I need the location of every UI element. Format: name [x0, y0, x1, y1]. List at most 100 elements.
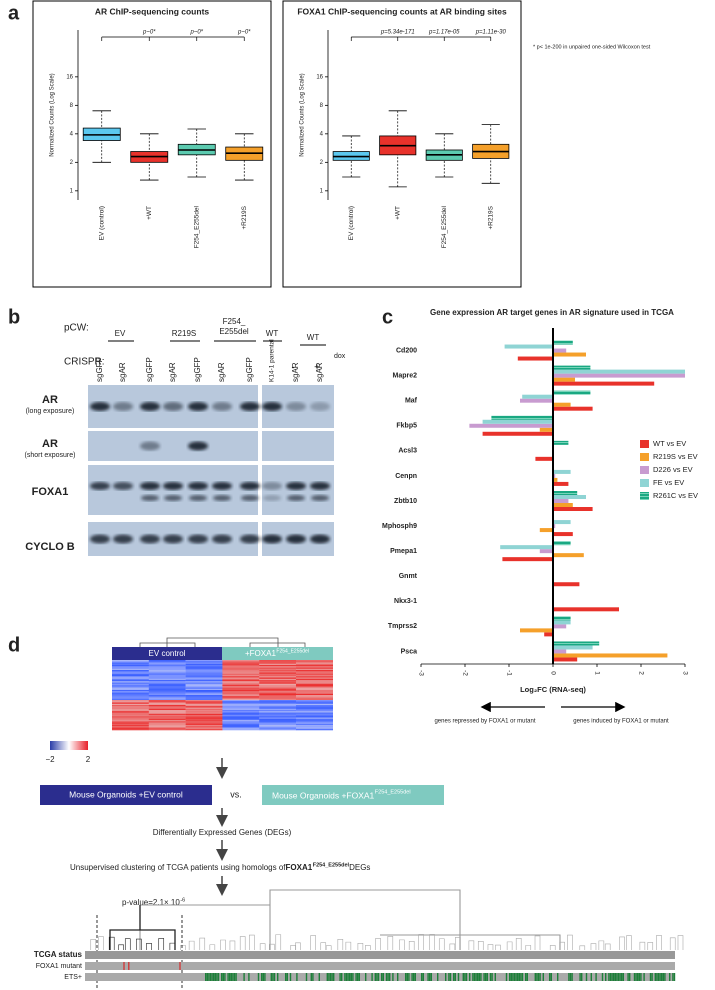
heat-cell — [222, 687, 260, 690]
bar — [553, 645, 593, 650]
heat-cell — [296, 712, 333, 715]
blot — [262, 431, 334, 461]
ets-mark — [494, 973, 496, 981]
band — [311, 495, 329, 501]
heat-cell — [259, 721, 297, 723]
band — [90, 534, 110, 544]
bar — [553, 495, 586, 499]
ets-mark — [526, 973, 528, 981]
heat-cell — [222, 692, 260, 695]
heat-cell — [296, 720, 333, 722]
bar — [520, 398, 553, 403]
p-value: p-value=2.1× 10 — [122, 898, 180, 907]
lane-label: sgGFP — [193, 357, 202, 382]
ets-mark — [483, 973, 485, 981]
heat-cell — [112, 663, 149, 666]
heat-cell — [112, 670, 149, 672]
ets-mark — [457, 973, 460, 981]
legend-label: R219S vs EV — [653, 452, 698, 461]
tree-leaf — [118, 944, 124, 950]
group-label-superscript: F254_E255del — [276, 648, 309, 654]
heat-cell — [148, 672, 186, 675]
legend-label: R261C vs EV — [653, 491, 698, 500]
tree-leaf — [598, 940, 605, 950]
heat-cell — [222, 718, 260, 721]
x-tick-label: +R219S — [241, 205, 248, 229]
bar — [553, 620, 571, 625]
ets-mark — [621, 973, 623, 981]
ets-mark — [429, 973, 431, 981]
heat-cell — [148, 716, 186, 718]
lane-label: sgAR — [291, 362, 300, 382]
heat-cell — [185, 675, 223, 677]
bar — [553, 365, 591, 370]
legend-swatch — [640, 453, 649, 461]
tree-leaf — [619, 936, 625, 950]
heat-cell — [222, 662, 260, 665]
heat-cell — [222, 678, 260, 681]
status-label: ETS+ — [64, 974, 82, 981]
heat-cell — [148, 680, 186, 682]
ets-mark — [350, 973, 352, 981]
heat-cell — [112, 680, 149, 682]
blot — [262, 465, 334, 515]
ets-mark — [520, 973, 522, 981]
ets-mark — [510, 973, 512, 981]
panel-label: b — [8, 306, 20, 328]
heat-cell — [296, 672, 333, 675]
ets-mark — [221, 973, 223, 981]
ets-mark — [206, 973, 208, 981]
tree-branch — [109, 905, 176, 950]
band — [262, 482, 282, 490]
heat-cell — [148, 682, 186, 685]
ets-mark — [469, 973, 471, 981]
heat-cell — [259, 695, 297, 697]
heat-cell — [259, 713, 297, 716]
ets-mark — [539, 973, 541, 981]
y-tick-label: 2 — [70, 160, 74, 166]
ets-mark — [462, 973, 464, 981]
band — [113, 482, 133, 490]
bar — [553, 390, 591, 395]
chart-title: FOXA1 ChIP-sequencing counts at AR bindi… — [297, 6, 507, 16]
heat-cell — [222, 670, 260, 672]
tree-leaf — [429, 934, 435, 950]
ets-mark — [385, 973, 388, 981]
tree-leaf — [365, 945, 371, 950]
heat-cell — [259, 715, 297, 717]
ets-mark — [627, 973, 629, 981]
heat-cell — [148, 713, 186, 716]
heat-cell — [185, 707, 223, 710]
heat-cell — [185, 680, 223, 682]
row-label: FOXA1 — [32, 486, 69, 498]
heat-cell — [148, 677, 186, 680]
bar — [553, 402, 571, 407]
ets-mark — [213, 973, 215, 981]
group-label: EV control — [149, 649, 186, 658]
ets-mark — [609, 973, 612, 981]
ets-mark — [601, 973, 604, 981]
heat-cell — [296, 696, 333, 698]
box — [262, 785, 444, 805]
heat-cell — [185, 720, 223, 722]
heat-cell — [185, 685, 223, 687]
lane-label: - — [292, 362, 295, 372]
heat-cell — [222, 663, 260, 666]
heat-cell — [185, 668, 223, 671]
heat-cell — [148, 685, 186, 687]
ets-mark — [277, 973, 279, 981]
annotation: genes repressed by FOXA1 or mutant — [434, 719, 535, 725]
ets-mark — [261, 973, 263, 981]
y-tick-label: 16 — [316, 74, 323, 80]
heat-cell — [296, 671, 333, 673]
ets-mark — [664, 973, 666, 981]
bar — [553, 377, 575, 382]
heat-cell — [259, 696, 297, 698]
heat-cell — [296, 701, 333, 703]
ets-mark — [355, 973, 357, 981]
bar — [553, 624, 567, 629]
heat-cell — [185, 716, 223, 718]
band — [310, 482, 330, 490]
heat-cell — [296, 708, 333, 711]
ets-mark — [649, 973, 652, 981]
